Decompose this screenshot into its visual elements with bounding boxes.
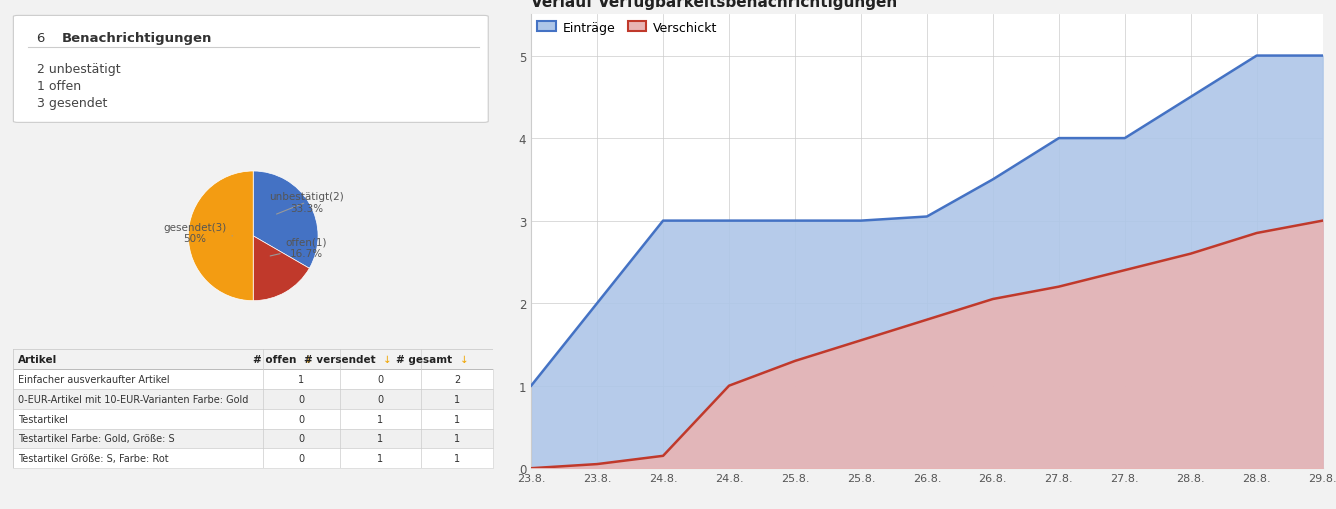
Text: 1: 1	[298, 374, 305, 384]
Text: 1: 1	[377, 454, 383, 463]
FancyBboxPatch shape	[13, 448, 493, 468]
Text: ↓: ↓	[303, 355, 313, 364]
Text: 1: 1	[454, 434, 460, 444]
Text: Benachrichtigungen: Benachrichtigungen	[61, 32, 211, 44]
Text: gesendet(3)
50%: gesendet(3) 50%	[163, 222, 232, 244]
Text: # offen: # offen	[253, 355, 297, 364]
Text: ↓: ↓	[460, 355, 468, 364]
Wedge shape	[188, 172, 254, 301]
Text: offen(1)
16.7%: offen(1) 16.7%	[270, 237, 327, 259]
Text: 1: 1	[377, 414, 383, 424]
Text: 0: 0	[298, 434, 305, 444]
FancyBboxPatch shape	[13, 389, 493, 409]
Text: 1: 1	[377, 434, 383, 444]
Text: Artikel: Artikel	[19, 355, 57, 364]
Text: 0: 0	[377, 394, 383, 404]
FancyBboxPatch shape	[13, 409, 493, 429]
Text: 0-EUR-Artikel mit 10-EUR-Varianten Farbe: Gold: 0-EUR-Artikel mit 10-EUR-Varianten Farbe…	[19, 394, 248, 404]
Text: ↓: ↓	[382, 355, 391, 364]
Text: 1: 1	[454, 414, 460, 424]
Text: Testartikel Größe: S, Farbe: Rot: Testartikel Größe: S, Farbe: Rot	[19, 454, 168, 463]
Text: # gesamt: # gesamt	[397, 355, 453, 364]
Text: # versendet: # versendet	[303, 355, 375, 364]
Text: Testartikel Farbe: Gold, Größe: S: Testartikel Farbe: Gold, Größe: S	[19, 434, 175, 444]
Text: Einfacher ausverkaufter Artikel: Einfacher ausverkaufter Artikel	[19, 374, 170, 384]
Text: 0: 0	[298, 394, 305, 404]
Legend: Einträge, Verschickt: Einträge, Verschickt	[537, 21, 717, 35]
FancyBboxPatch shape	[13, 370, 493, 389]
Text: 2: 2	[454, 374, 460, 384]
Text: 1: 1	[454, 454, 460, 463]
Wedge shape	[254, 172, 318, 269]
Text: 0: 0	[298, 454, 305, 463]
FancyBboxPatch shape	[13, 429, 493, 448]
Text: 0: 0	[377, 374, 383, 384]
Wedge shape	[254, 236, 310, 301]
Text: 6: 6	[37, 32, 49, 44]
Text: 0: 0	[298, 414, 305, 424]
Text: 1 offen: 1 offen	[37, 80, 81, 93]
Text: unbestätigt(2)
33.3%: unbestätigt(2) 33.3%	[269, 192, 343, 215]
FancyBboxPatch shape	[13, 16, 488, 123]
Text: Testartikel: Testartikel	[19, 414, 68, 424]
Text: 3 gesendet: 3 gesendet	[37, 97, 108, 110]
Text: 1: 1	[454, 394, 460, 404]
Text: 2 unbestätigt: 2 unbestätigt	[37, 63, 122, 76]
Text: Verlauf Verfügbarkeitsbenachrichtigungen: Verlauf Verfügbarkeitsbenachrichtigungen	[532, 0, 898, 10]
